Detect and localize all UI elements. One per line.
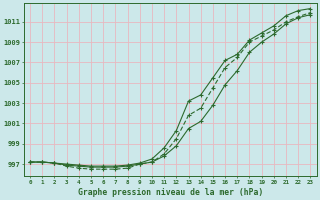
X-axis label: Graphe pression niveau de la mer (hPa): Graphe pression niveau de la mer (hPa) (78, 188, 263, 197)
